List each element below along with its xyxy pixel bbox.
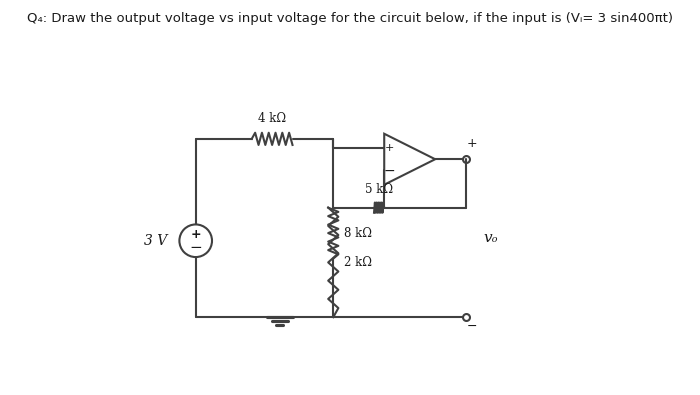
Text: −: − xyxy=(467,320,477,333)
Text: 3 V: 3 V xyxy=(144,234,168,248)
Text: +: + xyxy=(467,137,477,150)
Text: −: − xyxy=(189,240,202,255)
Text: −: − xyxy=(384,164,395,178)
Text: 4 kΩ: 4 kΩ xyxy=(258,111,286,124)
Text: 8 kΩ: 8 kΩ xyxy=(344,227,372,240)
Text: vₒ: vₒ xyxy=(484,231,498,245)
Text: +: + xyxy=(190,228,201,241)
Text: 5 kΩ: 5 kΩ xyxy=(365,183,393,196)
Text: 2 kΩ: 2 kΩ xyxy=(344,256,372,269)
Text: +: + xyxy=(384,143,394,153)
Text: Q₄: Draw the output voltage vs input voltage for the circuit below, if the input: Q₄: Draw the output voltage vs input vol… xyxy=(27,12,673,25)
